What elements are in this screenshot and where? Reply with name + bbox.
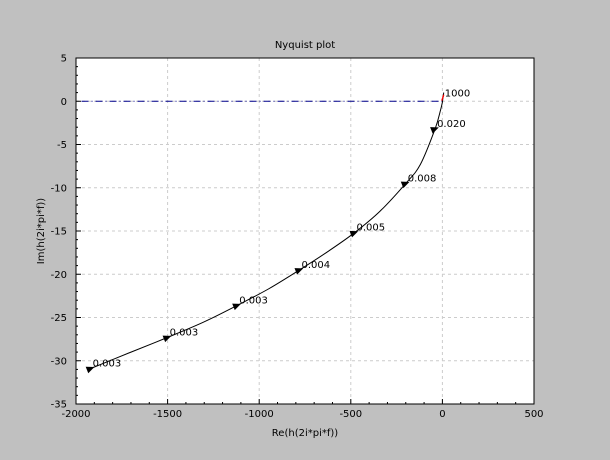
frequency-label: 1000 (445, 89, 470, 100)
y-tick-label: -20 (51, 270, 67, 281)
frequency-label: 0.003 (239, 295, 268, 306)
grid (76, 58, 534, 404)
y-tick-label: 0 (61, 97, 67, 108)
direction-arrow (400, 181, 410, 189)
direction-arrow (162, 335, 172, 343)
x-axis-label: Re(h(2i*pi*f)) (272, 428, 338, 439)
axis-ticks: -2000 -1500 -1000 -500 0 500 5 0 -5 -10 -15 -20 -25 -… (51, 54, 544, 421)
chart-title: Nyquist plot (275, 40, 335, 51)
direction-arrow (232, 303, 241, 311)
nyquist-curve (90, 92, 445, 369)
frequency-label: 0.003 (93, 359, 122, 370)
direction-arrow (349, 230, 359, 238)
x-tick-label: -500 (339, 409, 362, 420)
y-tick-label: -35 (51, 400, 67, 411)
x-tick-label: 0 (439, 409, 445, 420)
frequency-label: 0.004 (302, 260, 331, 271)
y-tick-label: 5 (61, 54, 67, 65)
x-tick-label: -1000 (245, 409, 274, 420)
y-tick-label: -30 (51, 356, 67, 367)
x-tick-label: -1500 (153, 409, 182, 420)
y-tick-label: -15 (51, 227, 67, 238)
y-tick-label: -25 (51, 313, 67, 324)
x-tick-label: 500 (524, 409, 543, 420)
x-tick-label: -2000 (61, 409, 90, 420)
frequency-markers: 0.003 0.003 0.003 0.004 0.005 0.008 0.020 1000 (85, 89, 470, 374)
direction-arrow (430, 127, 439, 134)
frequency-label: 0.005 (356, 223, 385, 234)
high-frequency-marker (441, 94, 445, 101)
frequency-label: 0.008 (408, 173, 437, 184)
y-axis-label: Im(h(2i*pi*f)) (36, 198, 47, 265)
direction-arrow (85, 366, 95, 374)
frequency-label: 0.020 (437, 119, 466, 130)
direction-arrow (294, 268, 304, 275)
frequency-label: 0.003 (170, 327, 199, 338)
y-tick-label: -10 (51, 183, 67, 194)
y-tick-label: -5 (57, 140, 67, 151)
